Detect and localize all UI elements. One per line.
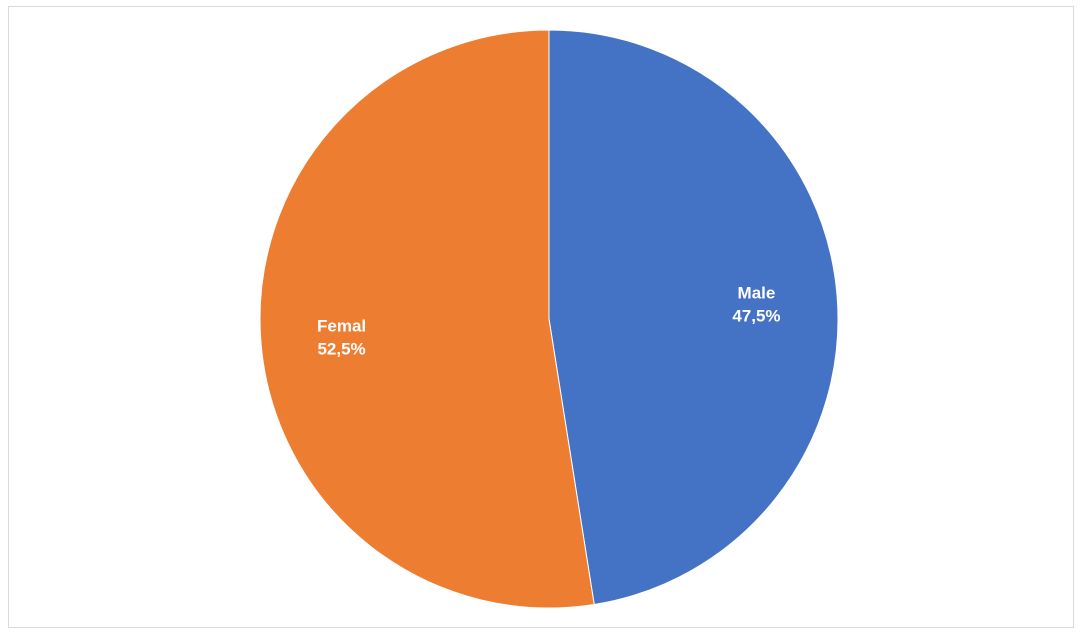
pie-labels: Male 47,5% Femal 52,5% [317, 284, 781, 359]
pie-label-femal: Femal 52,5% [317, 316, 366, 358]
pie-slice-male [548, 29, 839, 606]
slice-percent-label: 52,5% [317, 339, 365, 358]
slice-percent-label: 47,5% [732, 307, 780, 326]
pie-slice-femal [259, 29, 595, 609]
pie-label-male: Male 47,5% [732, 284, 780, 326]
pie-slices [259, 29, 839, 609]
slice-name-label: Femal [317, 316, 366, 335]
slice-name-label: Male [738, 284, 776, 303]
